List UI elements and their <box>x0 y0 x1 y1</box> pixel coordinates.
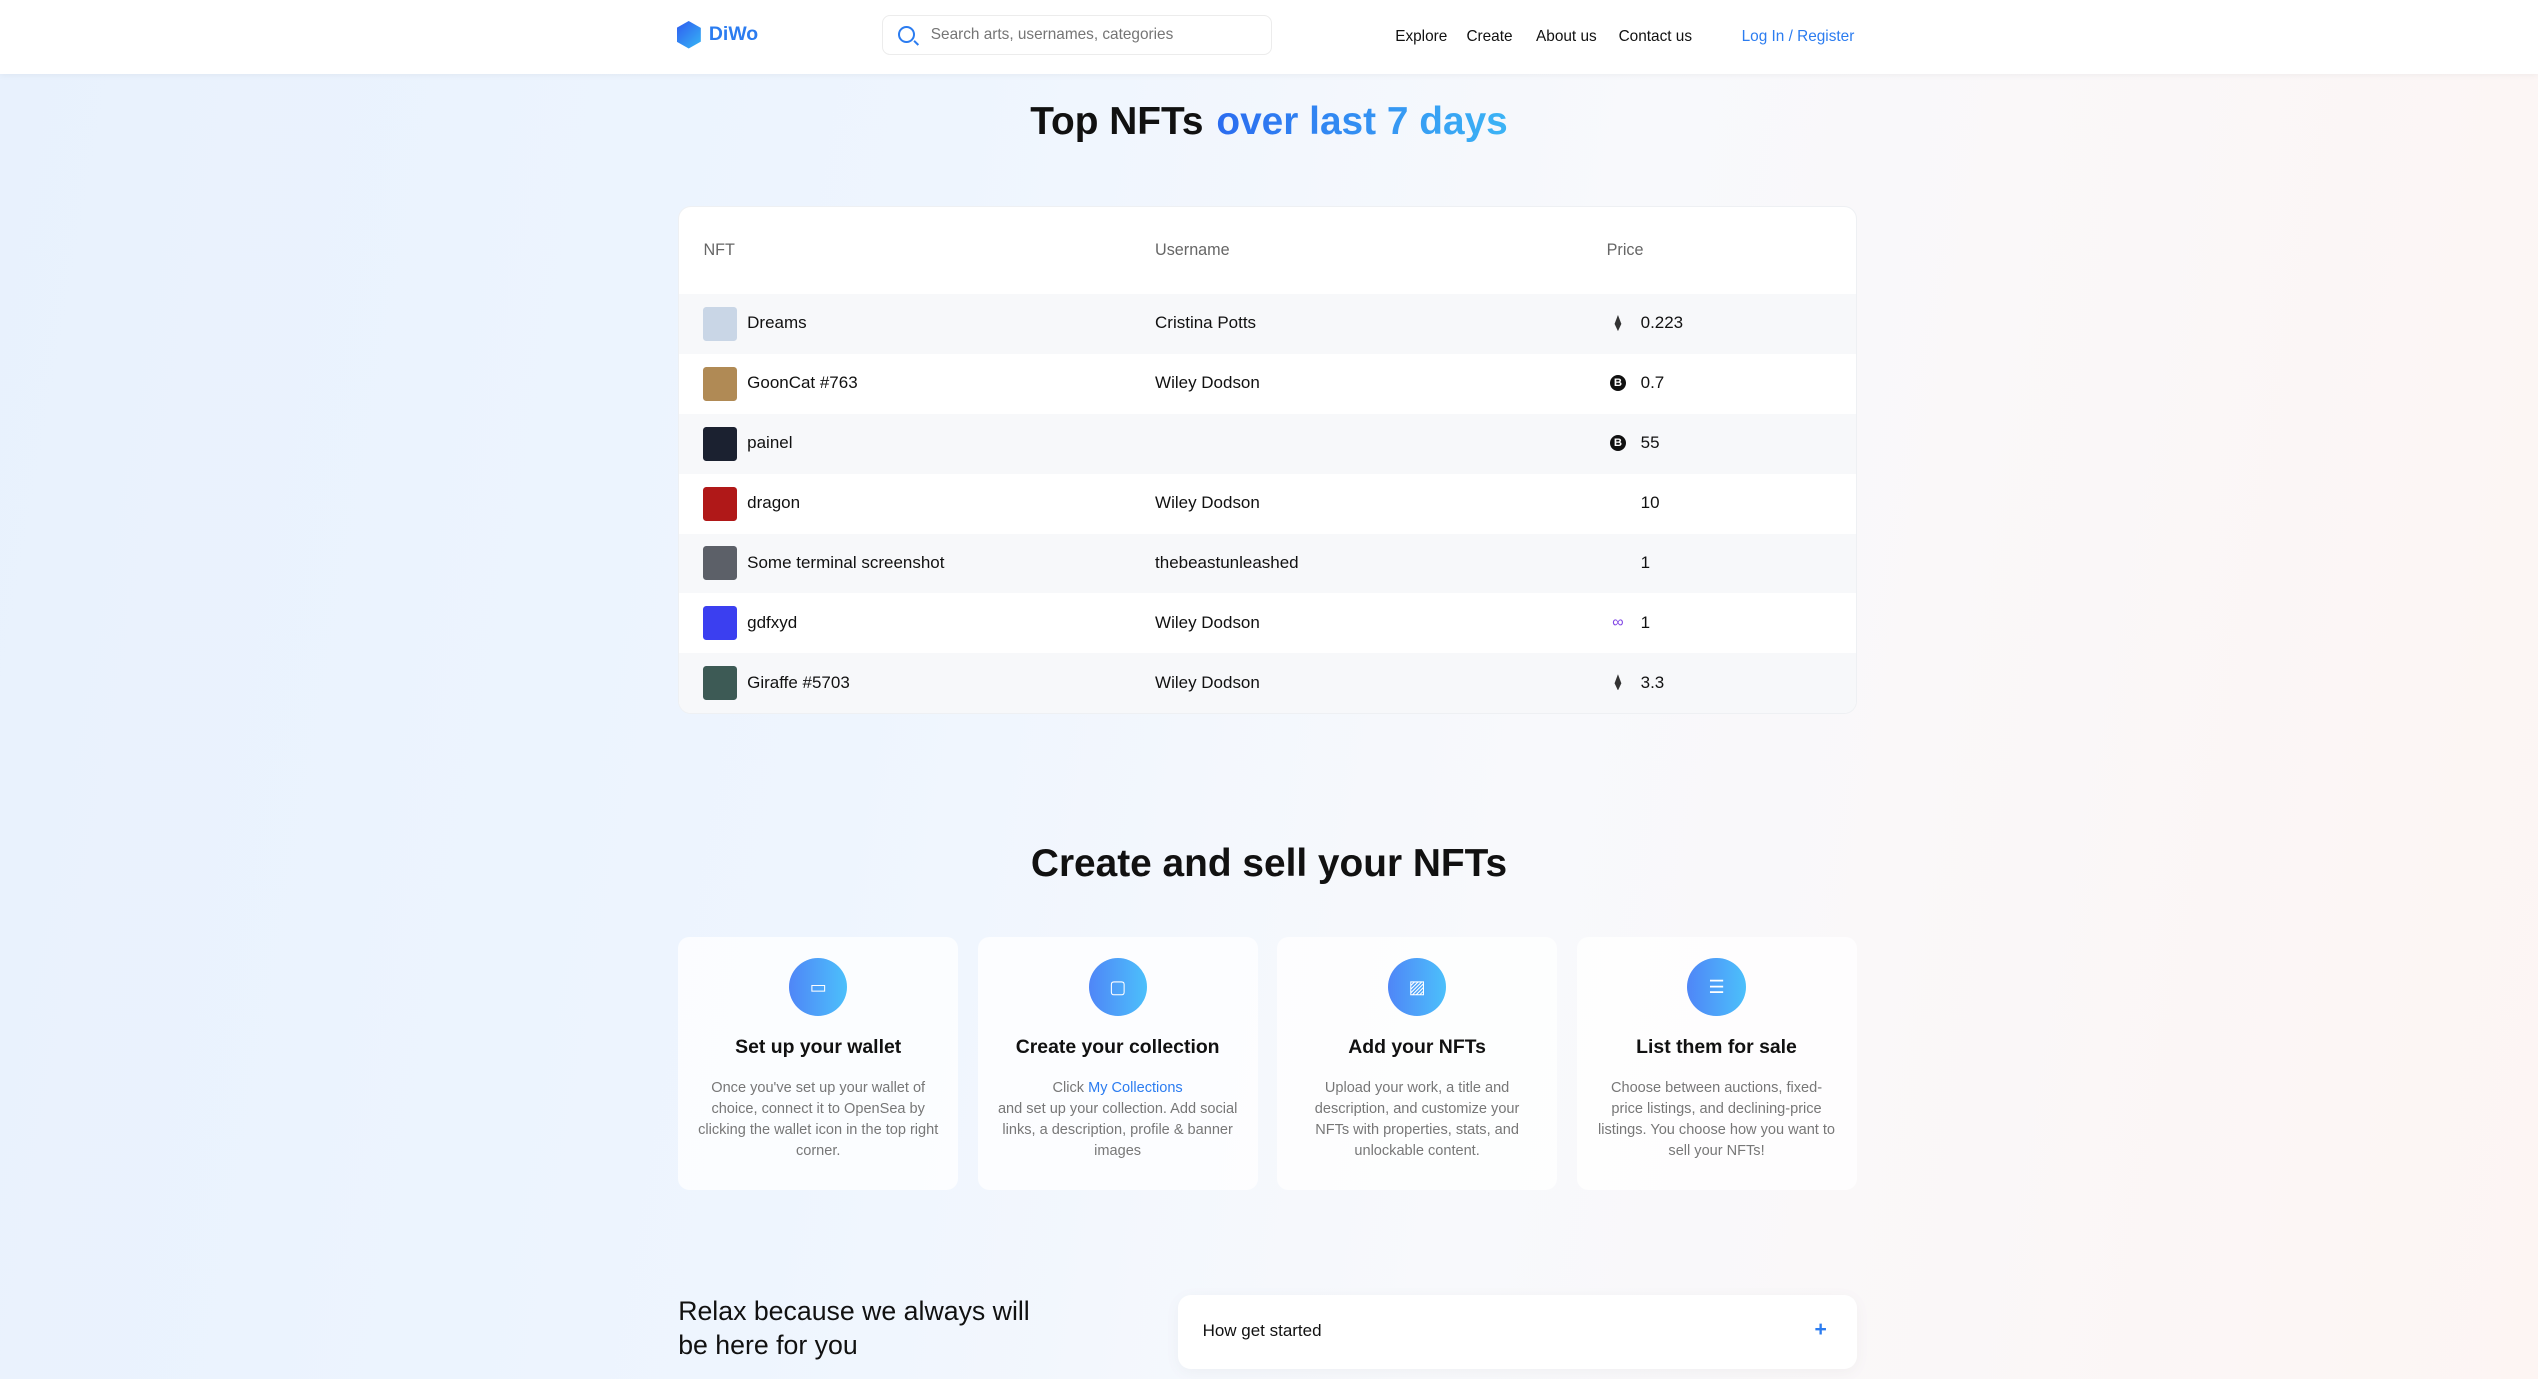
brand-logo[interactable]: DiWo <box>676 21 759 49</box>
step-description: Once you've set up your wallet of choice… <box>698 1078 939 1162</box>
my-collections-link[interactable]: My Collections <box>1088 1080 1183 1097</box>
username[interactable]: Wiley Dodson <box>1155 373 1260 393</box>
price: 1 <box>1640 552 1651 572</box>
collection-icon: ▢ <box>1088 958 1147 1017</box>
username[interactable]: Wiley Dodson <box>1155 493 1260 513</box>
wallet-icon: ▭ <box>789 958 848 1017</box>
username[interactable]: Wiley Dodson <box>1155 672 1260 692</box>
list-icon: ☰ <box>1687 958 1746 1017</box>
step-description: Click My Collections and set up your coll… <box>997 1078 1238 1162</box>
search-icon <box>897 26 915 44</box>
nft-name[interactable]: GoonCat #763 <box>747 373 858 393</box>
step-card: ▨ Add your NFTs Upload your work, a titl… <box>1277 937 1558 1190</box>
bitcoin-icon: B <box>1609 374 1627 392</box>
faq-item[interactable]: How get started + <box>1178 1294 1857 1370</box>
eth-icon <box>1614 674 1622 691</box>
price: 55 <box>1640 433 1660 453</box>
price: 1 <box>1640 612 1651 632</box>
plus-icon[interactable]: + <box>1814 1317 1827 1341</box>
brand-name: DiWo <box>708 23 759 46</box>
table-row[interactable]: GoonCat #763 Wiley Dodson B 0.7 <box>679 354 1855 414</box>
step-card: ▢ Create your collection Click My Collec… <box>977 937 1258 1190</box>
search-input[interactable] <box>927 24 1258 46</box>
column-header-username: Username <box>1155 240 1230 259</box>
nft-thumbnail <box>703 426 738 461</box>
table-row[interactable]: painel B 55 <box>679 413 1856 474</box>
step-desc-prefix: Click <box>1052 1080 1089 1097</box>
step-title: Create your collection <box>1015 1035 1220 1058</box>
nft-name[interactable]: Giraffe #5703 <box>747 672 850 692</box>
search-box[interactable] <box>882 14 1273 56</box>
nft-name[interactable]: painel <box>747 433 793 453</box>
nft-name[interactable]: gdfxyd <box>747 612 798 632</box>
price: 0.7 <box>1640 373 1665 393</box>
table-row[interactable]: Some terminal screenshot thebeastunleash… <box>679 533 1856 594</box>
step-desc-text: Upload your work, a title and descriptio… <box>1314 1080 1520 1160</box>
table-row[interactable]: Giraffe #5703 Wiley Dodson 3.3 <box>679 653 1856 713</box>
nav-explore[interactable]: Explore <box>1395 27 1448 45</box>
nft-thumbnail <box>703 606 738 641</box>
nav-about[interactable]: About us <box>1536 27 1597 45</box>
step-description: Upload your work, a title and descriptio… <box>1296 1078 1537 1162</box>
nft-thumbnail <box>703 366 738 401</box>
price: 3.3 <box>1640 672 1665 692</box>
section-title: Create and sell your NFTs <box>1030 841 1508 885</box>
top-nfts-table: NFT Username Price Dreams Cristina Potts… <box>678 205 1857 714</box>
step-desc-rest: and set up your collection. Add social l… <box>997 1101 1238 1160</box>
bitcoin-icon: B <box>1609 434 1627 451</box>
title-main: Top NFTs <box>1030 100 1204 144</box>
step-desc-text: Choose between auctions, fixed-price lis… <box>1598 1080 1835 1160</box>
top-nav: DiWo Explore Create About us Contact us … <box>0 0 2538 75</box>
step-title: List them for sale <box>1636 1035 1797 1058</box>
column-header-nft: NFT <box>703 240 735 259</box>
username[interactable]: thebeastunleashed <box>1155 552 1299 572</box>
step-desc-text: Once you've set up your wallet of choice… <box>698 1080 939 1160</box>
username[interactable]: Cristina Potts <box>1155 313 1257 333</box>
step-description: Choose between auctions, fixed-price lis… <box>1596 1078 1837 1162</box>
nft-thumbnail <box>703 666 738 701</box>
step-title: Add your NFTs <box>1348 1035 1486 1058</box>
nav-create[interactable]: Create <box>1466 27 1513 45</box>
polygon-icon: ∞ <box>1612 613 1624 632</box>
column-header-price: Price <box>1606 240 1644 259</box>
table-row[interactable]: gdfxyd Wiley Dodson ∞ 1 <box>679 593 1855 653</box>
nft-name[interactable]: Dreams <box>747 313 807 333</box>
title-highlight: over last 7 days <box>1216 100 1508 144</box>
price: 10 <box>1640 493 1660 513</box>
nav-contact[interactable]: Contact us <box>1618 27 1693 45</box>
step-card: ▭ Set up your wallet Once you've set up … <box>678 937 959 1190</box>
hexagon-logo-icon <box>676 21 701 49</box>
step-title: Set up your wallet <box>735 1035 902 1058</box>
login-register-link[interactable]: Log In / Register <box>1741 27 1855 45</box>
username[interactable]: Wiley Dodson <box>1155 612 1260 632</box>
nft-thumbnail <box>703 306 738 341</box>
step-card: ☰ List them for sale Choose between auct… <box>1576 937 1857 1190</box>
eth-icon <box>1614 314 1622 332</box>
image-icon: ▨ <box>1387 958 1447 1017</box>
nft-thumbnail <box>703 546 738 581</box>
page-title: Top NFTs over last 7 days <box>0 100 2538 144</box>
nft-name[interactable]: dragon <box>747 493 801 513</box>
table-row[interactable]: dragon Wiley Dodson 10 <box>679 474 1855 534</box>
table-row[interactable]: Dreams Cristina Potts 0.223 <box>679 293 1856 354</box>
faq-heading: Relax because we always will be here for… <box>678 1295 1030 1360</box>
price: 0.223 <box>1640 313 1684 333</box>
faq-question: How get started <box>1202 1320 1322 1340</box>
nft-thumbnail <box>703 486 738 521</box>
nft-name[interactable]: Some terminal screenshot <box>747 552 945 572</box>
